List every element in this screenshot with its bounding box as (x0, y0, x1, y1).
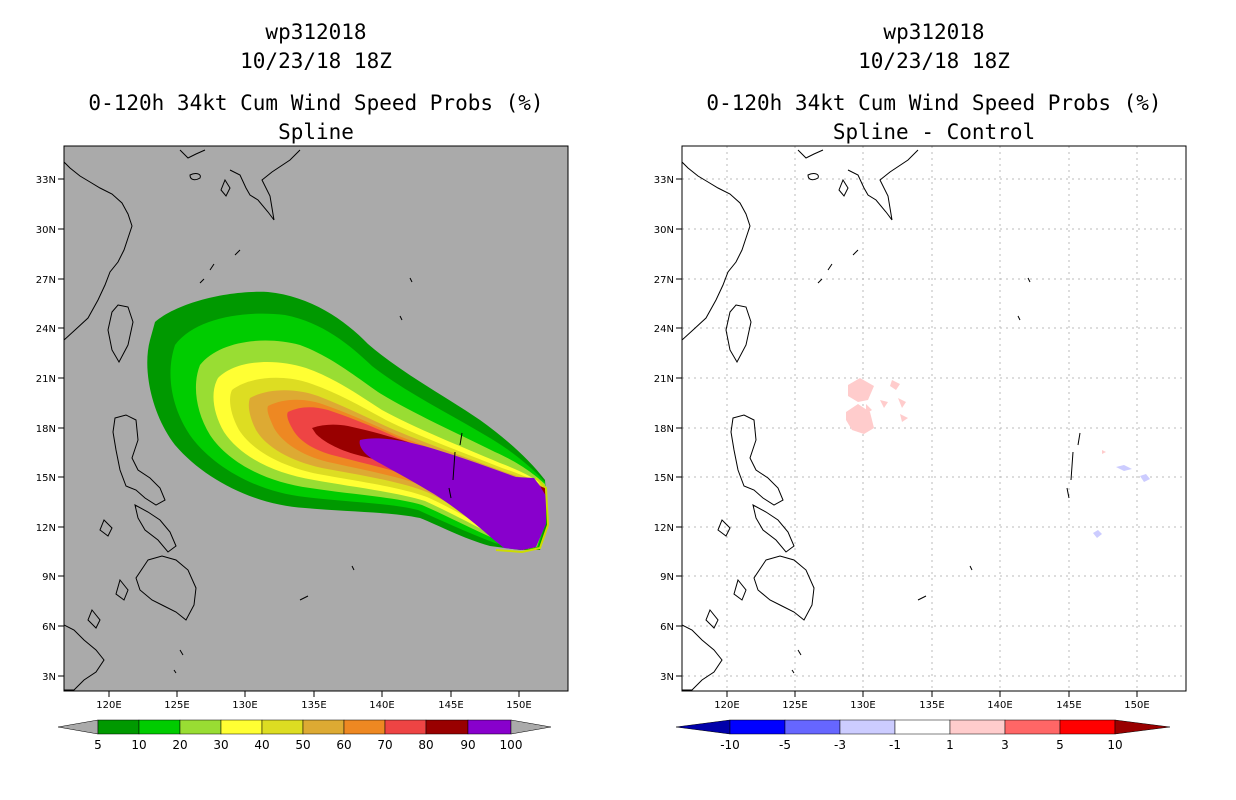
left-cb-label-20: 20 (172, 738, 187, 752)
left-xtick-150E: 150E (506, 700, 531, 711)
left-xtick-130E: 130E (232, 700, 257, 711)
right-title: wp312018 10/23/18 18Z (682, 18, 1186, 76)
right-cb-label-m3: -3 (834, 738, 846, 752)
left-xtick-120E: 120E (96, 700, 121, 711)
left-cb-label-60: 60 (336, 738, 351, 752)
left-cb-label-50: 50 (295, 738, 310, 752)
right-date: 10/23/18 18Z (858, 49, 1010, 73)
right-product: 0-120h 34kt Cum Wind Speed Probs (%) (706, 91, 1162, 115)
left-xtick-145E: 145E (438, 700, 463, 711)
left-colorbar-swatch-5 (302, 719, 345, 735)
left-cb-label-100: 100 (500, 738, 523, 752)
left-ytick-6N: 6N (42, 622, 56, 633)
left-colorbar-swatch-2 (179, 719, 222, 735)
left-ytick-9N: 9N (42, 572, 56, 583)
right-method: Spline - Control (832, 120, 1036, 144)
right-colorbar: -10 -5 -3 -1 1 3 5 10 (675, 719, 1171, 752)
left-ytick-3N: 3N (42, 672, 56, 683)
right-ytick-27N: 27N (654, 275, 674, 286)
right-cb-label-m5: -5 (779, 738, 791, 752)
right-cb-label-10: 10 (1107, 738, 1122, 752)
left-ytick-15N: 15N (36, 473, 56, 484)
right-ytick-9N: 9N (660, 572, 674, 583)
right-xtick-150E: 150E (1124, 700, 1149, 711)
right-cb-label-3: 3 (1001, 738, 1009, 752)
left-colorbar-swatch-3 (220, 719, 263, 735)
right-colorbar-swatch-5 (949, 719, 1006, 735)
right-cb-label-5: 5 (1056, 738, 1064, 752)
right-xtick-125E: 125E (782, 700, 807, 711)
left-product: 0-120h 34kt Cum Wind Speed Probs (%) (88, 91, 544, 115)
left-map-frame (63, 145, 569, 692)
right-ytick-3N: 3N (660, 672, 674, 683)
right-map-frame (681, 145, 1187, 692)
left-map (63, 145, 569, 692)
right-cb-label-1: 1 (946, 738, 954, 752)
left-ytick-30N: 30N (36, 225, 56, 236)
left-cb-label-10: 10 (131, 738, 146, 752)
right-map-background (682, 146, 1186, 691)
right-cb-label-m10: -10 (720, 738, 740, 752)
left-probability-field (64, 149, 550, 691)
left-storm-id: wp312018 (265, 20, 367, 44)
right-xtick-120E: 120E (714, 700, 739, 711)
right-xtick-145E: 145E (1056, 700, 1081, 711)
right-colorbar-swatch-3 (839, 719, 896, 735)
left-xtick-135E: 135E (301, 700, 326, 711)
right-ytick-21N: 21N (654, 374, 674, 385)
left-ytick-33N: 33N (36, 175, 56, 186)
left-method: Spline (278, 120, 354, 144)
right-title-product: 0-120h 34kt Cum Wind Speed Probs (%) Spl… (682, 89, 1186, 147)
left-colorbar: 5 10 20 30 40 50 60 70 80 90 100 (57, 719, 552, 752)
right-colorbar-swatch-7 (1059, 719, 1116, 735)
left-cb-label-90: 90 (460, 738, 475, 752)
left-colorbar-swatch-7 (384, 719, 427, 735)
left-cb-label-5: 5 (94, 738, 102, 752)
right-ytick-12N: 12N (654, 523, 674, 534)
right-map (681, 145, 1187, 692)
left-date: 10/23/18 18Z (240, 49, 392, 73)
right-colorbar-swatch-2 (784, 719, 841, 735)
right-storm-id: wp312018 (883, 20, 985, 44)
left-ytick-18N: 18N (36, 424, 56, 435)
left-xtick-125E: 125E (164, 700, 189, 711)
left-colorbar-swatch-6 (343, 719, 386, 735)
right-xtick-135E: 135E (919, 700, 944, 711)
left-xtick-140E: 140E (369, 700, 394, 711)
right-ytick-18N: 18N (654, 424, 674, 435)
right-cb-label-m1: -1 (889, 738, 901, 752)
right-ytick-6N: 6N (660, 622, 674, 633)
right-ytick-15N: 15N (654, 473, 674, 484)
right-axes: 120E 125E 130E 135E 140E 145E 150E 33N 3… (654, 175, 1150, 711)
right-ytick-24N: 24N (654, 324, 674, 335)
right-difference-field (846, 378, 1150, 538)
left-ytick-27N: 27N (36, 275, 56, 286)
right-ytick-33N: 33N (654, 175, 674, 186)
left-colorbar-swatch-8 (425, 719, 469, 735)
right-colorbar-swatch-1 (729, 719, 786, 735)
left-colorbar-swatch-4 (261, 719, 304, 735)
left-axes: 120E 125E 130E 135E 140E 145E 150E 33N 3… (36, 175, 532, 711)
right-xtick-140E: 140E (987, 700, 1012, 711)
right-colorbar-swatch-4 (894, 719, 951, 735)
left-ytick-24N: 24N (36, 324, 56, 335)
left-colorbar-swatch-9 (467, 719, 512, 735)
right-colorbar-swatch-6 (1004, 719, 1061, 735)
left-ytick-12N: 12N (36, 523, 56, 534)
left-colorbar-swatch-1 (138, 719, 181, 735)
left-title-product: 0-120h 34kt Cum Wind Speed Probs (%) Spl… (64, 89, 568, 147)
left-title: wp312018 10/23/18 18Z (64, 18, 568, 76)
prob-90-100 (359, 438, 546, 550)
left-cb-label-80: 80 (418, 738, 433, 752)
right-colorbar-end-low (675, 719, 731, 735)
left-colorbar-swatch-0 (97, 719, 140, 735)
left-cb-label-70: 70 (377, 738, 392, 752)
left-cb-label-30: 30 (213, 738, 228, 752)
right-xtick-130E: 130E (850, 700, 875, 711)
right-ytick-30N: 30N (654, 225, 674, 236)
left-ytick-21N: 21N (36, 374, 56, 385)
left-cb-label-40: 40 (254, 738, 269, 752)
right-colorbar-end-high (1114, 719, 1171, 735)
